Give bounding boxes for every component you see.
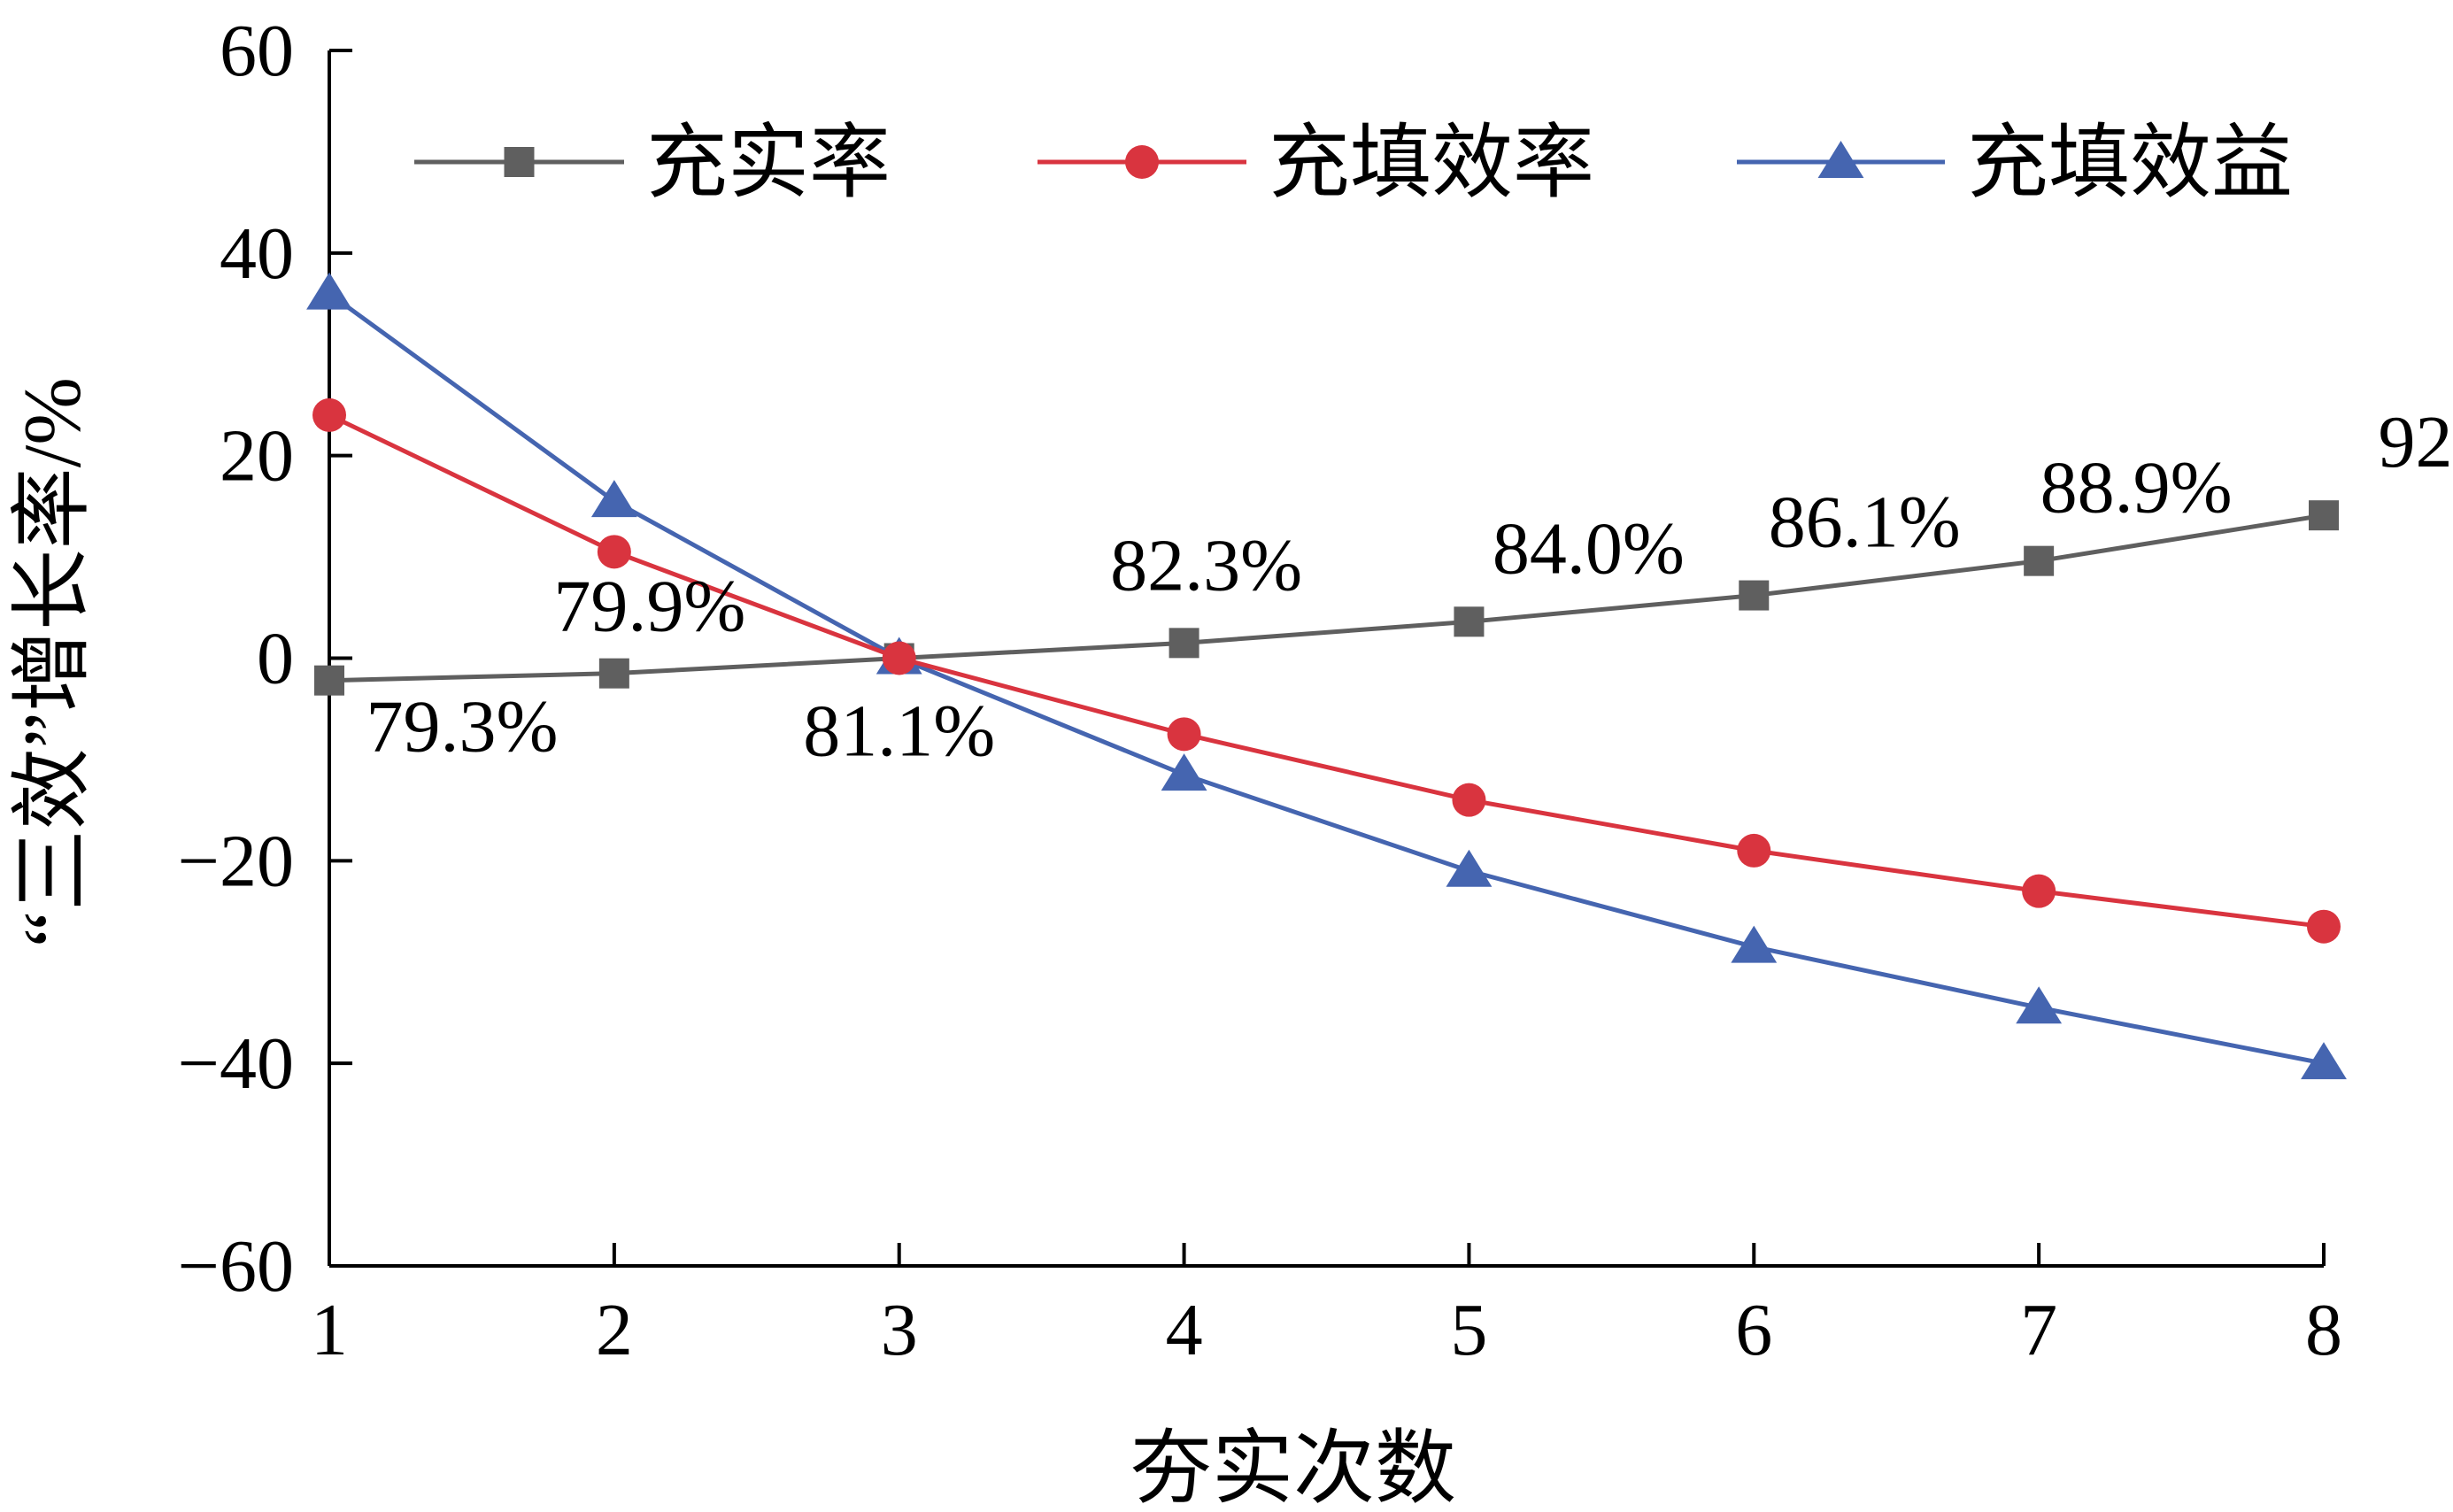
point-label: 82.3% xyxy=(1110,524,1302,606)
series-3 xyxy=(306,272,2347,1080)
point-label: 86.1% xyxy=(1769,482,1961,564)
y-tick-label: 20 xyxy=(220,415,294,498)
series-line xyxy=(328,513,2325,683)
data-point xyxy=(590,480,637,518)
y-axis-title: “三效”增长率/% xyxy=(7,377,97,947)
data-point xyxy=(1731,925,1778,963)
y-tick-label: −20 xyxy=(178,820,294,902)
x-tick-label: 3 xyxy=(881,1289,918,1371)
point-label: 92.5% xyxy=(2379,401,2453,483)
data-point xyxy=(1446,849,1493,887)
point-label: 84.0% xyxy=(1493,507,1685,590)
data-point xyxy=(1452,783,1486,817)
y-tick-label: 40 xyxy=(220,212,294,295)
x-tick-label: 4 xyxy=(1166,1289,1203,1371)
x-tick-label: 2 xyxy=(596,1289,633,1371)
point-label: 79.9% xyxy=(553,566,745,648)
data-point xyxy=(1169,628,1200,659)
data-point xyxy=(2307,909,2341,944)
data-point xyxy=(597,535,631,569)
data-point xyxy=(2301,1042,2347,1080)
data-point xyxy=(1817,141,1864,178)
x-tick-label: 5 xyxy=(1450,1289,1487,1371)
data-point xyxy=(504,147,535,177)
y-tick-label: 0 xyxy=(257,618,294,700)
data-point xyxy=(1167,717,1201,752)
legend-item-1: 充实率 xyxy=(414,118,891,208)
data-point xyxy=(312,397,346,432)
point-labels: 79.3% 79.9% 81.1% 82.3% 84.0% 86.1% 88.9% 92.5% xyxy=(366,401,2453,772)
data-point xyxy=(2024,545,2055,576)
x-tick-label: 8 xyxy=(2305,1289,2342,1371)
data-point xyxy=(1125,145,1159,179)
series-line xyxy=(328,413,2325,930)
x-tick-label: 6 xyxy=(1735,1289,1772,1371)
legend-label: 充填效益 xyxy=(1967,118,2293,208)
data-point xyxy=(1454,606,1485,637)
legend-label: 充实率 xyxy=(646,118,891,208)
data-point xyxy=(314,665,344,696)
data-point xyxy=(1739,580,1770,611)
data-point xyxy=(2022,874,2056,908)
legend-item-2: 充填效率 xyxy=(1038,118,1594,208)
data-point xyxy=(306,272,352,310)
y-tick-label: −40 xyxy=(178,1022,294,1105)
data-point xyxy=(2309,500,2339,531)
x-axis-title: 夯实次数 xyxy=(1130,1423,1456,1512)
data-point xyxy=(1737,833,1771,868)
point-label: 88.9% xyxy=(2040,447,2233,529)
data-point xyxy=(1161,753,1207,791)
axes: −60 −40 −20 0 20 40 60 1 2 3 4 5 6 7 8 xyxy=(178,10,2342,1371)
x-tick-label: 1 xyxy=(311,1289,348,1371)
data-point xyxy=(882,641,916,675)
data-point xyxy=(598,658,629,689)
x-tick-label: 7 xyxy=(2020,1289,2057,1371)
y-tick-label: −60 xyxy=(178,1225,294,1308)
legend: 充实率 充填效率 充填效益 xyxy=(414,118,2293,208)
legend-item-3: 充填效益 xyxy=(1737,118,2293,208)
point-label: 81.1% xyxy=(803,690,995,773)
series-2 xyxy=(312,397,2341,944)
y-tick-label: 60 xyxy=(220,10,294,92)
legend-label: 充填效率 xyxy=(1269,118,1594,208)
series-line xyxy=(328,291,2325,1066)
point-label: 79.3% xyxy=(366,686,559,768)
data-point xyxy=(2016,986,2063,1024)
series-layer xyxy=(306,272,2347,1080)
